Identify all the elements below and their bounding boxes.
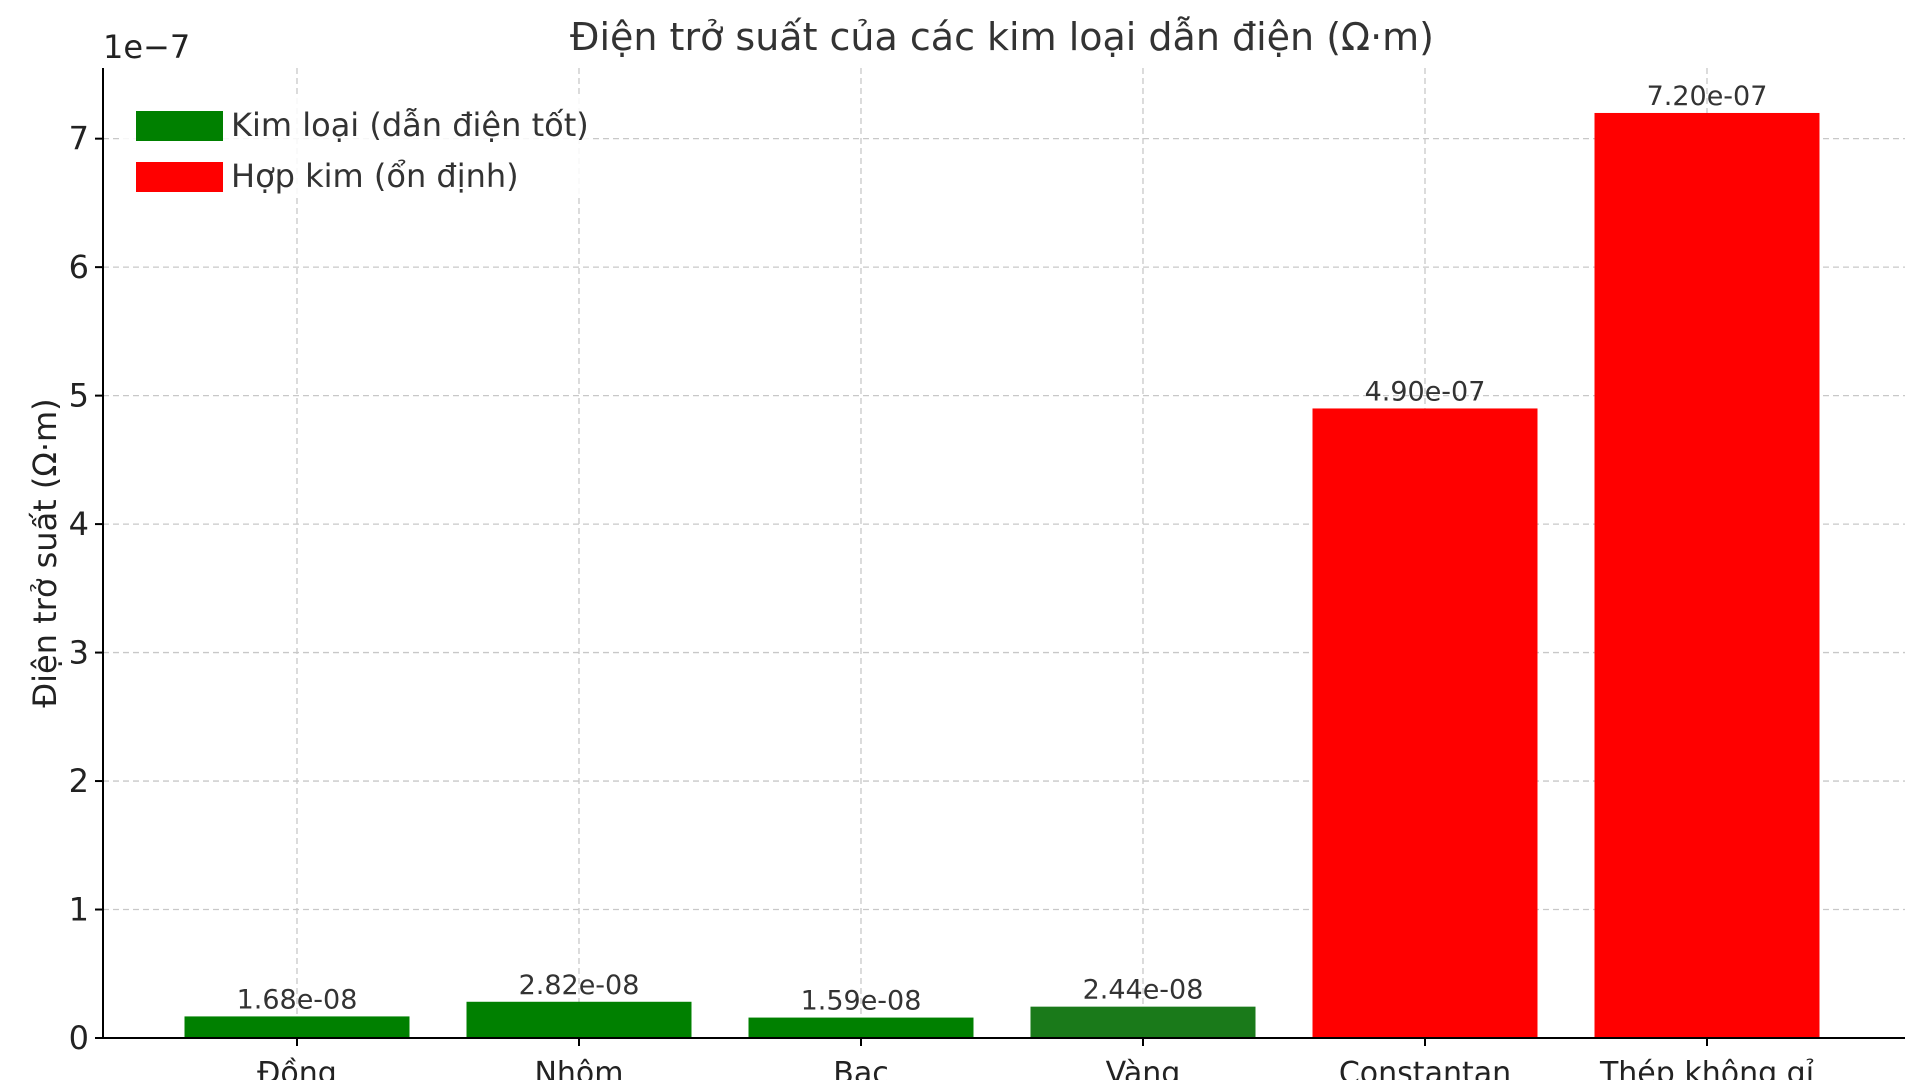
y-tick-label: 7 [69, 120, 89, 158]
x-tick-label: Bạc [833, 1056, 888, 1080]
bar-5 [1312, 408, 1538, 1038]
y-tick-label: 3 [69, 634, 89, 672]
legend-swatch [136, 162, 223, 192]
bar-value-label: 2.82e-08 [519, 970, 640, 1001]
y-axis-label: Điện trở suất (Ω·m) [26, 398, 64, 707]
x-tick-label: Đồng [257, 1056, 337, 1080]
bar-value-label: 2.44e-08 [1083, 975, 1204, 1006]
x-tick-label: Vàng [1106, 1056, 1181, 1080]
y-axis-multiplier: 1e−7 [103, 28, 190, 66]
chart-title: Điện trở suất của các kim loại dẫn điện … [570, 15, 1434, 59]
bar-1 [184, 1016, 410, 1038]
x-tick-label: Nhôm [534, 1056, 623, 1080]
legend: Kim loại (dẫn điện tốt) Hợp kim (ổn định) [120, 98, 590, 198]
bar-3 [748, 1017, 974, 1038]
y-tick-label: 1 [69, 891, 89, 929]
y-tick-label: 0 [69, 1019, 89, 1057]
bar-4 [1030, 1006, 1256, 1038]
legend-swatch [136, 111, 223, 141]
bar-6 [1594, 112, 1820, 1038]
y-tick-label: 5 [69, 377, 89, 415]
y-tick-label: 4 [69, 505, 89, 543]
legend-label: Kim loại (dẫn điện tốt) [231, 106, 589, 144]
bar-value-label: 1.68e-08 [237, 984, 358, 1015]
y-tick-label: 2 [69, 762, 89, 800]
x-tick-label: Constantan [1339, 1056, 1511, 1080]
y-tick-label: 6 [69, 248, 89, 286]
x-tick-label: Thép không gỉ [1599, 1056, 1814, 1080]
bar-value-label: 4.90e-07 [1365, 376, 1486, 407]
legend-label: Hợp kim (ổn định) [231, 157, 519, 195]
bar-value-label: 1.59e-08 [801, 986, 922, 1017]
bar-2 [466, 1001, 692, 1038]
bar-value-label: 7.20e-07 [1647, 81, 1768, 112]
